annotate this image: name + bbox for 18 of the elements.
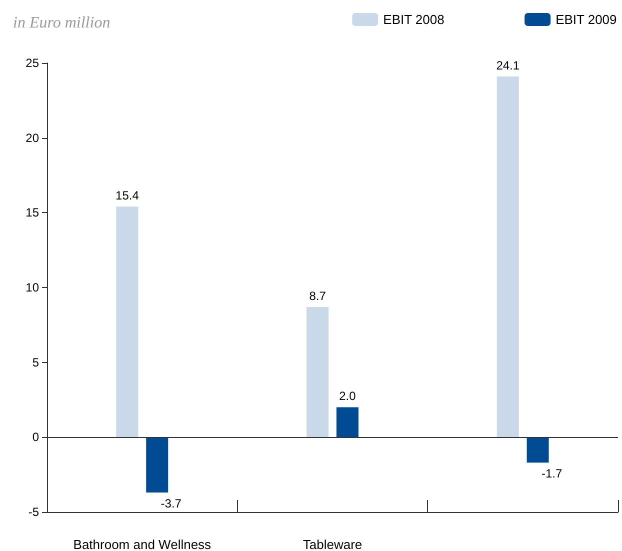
legend-label: EBIT 2009 [556, 12, 617, 27]
text: 2.0 [339, 389, 356, 404]
x-tick-label: Bathroom and Wellness [73, 537, 212, 551]
y-tick-label: 25 [26, 56, 40, 70]
y-axis-title: in Euro million [13, 14, 110, 32]
text: 24.1 [496, 58, 520, 72]
legend-label: EBIT 2008 [383, 12, 444, 27]
text: -1.7 [541, 466, 562, 481]
x-tick-label: Tableware [302, 537, 362, 551]
text: -3.7 [160, 496, 182, 511]
y-tick-label: 20 [26, 130, 40, 145]
y-tick-label: 15 [26, 206, 40, 220]
text: 8.7 [309, 288, 326, 303]
y-tick-label: 10 [26, 280, 40, 294]
text: 15.4 [116, 188, 139, 203]
y-tick-label: 5 [32, 355, 40, 370]
y-tick-label: 0 [32, 430, 40, 444]
y-tick-label: -5 [28, 505, 40, 519]
